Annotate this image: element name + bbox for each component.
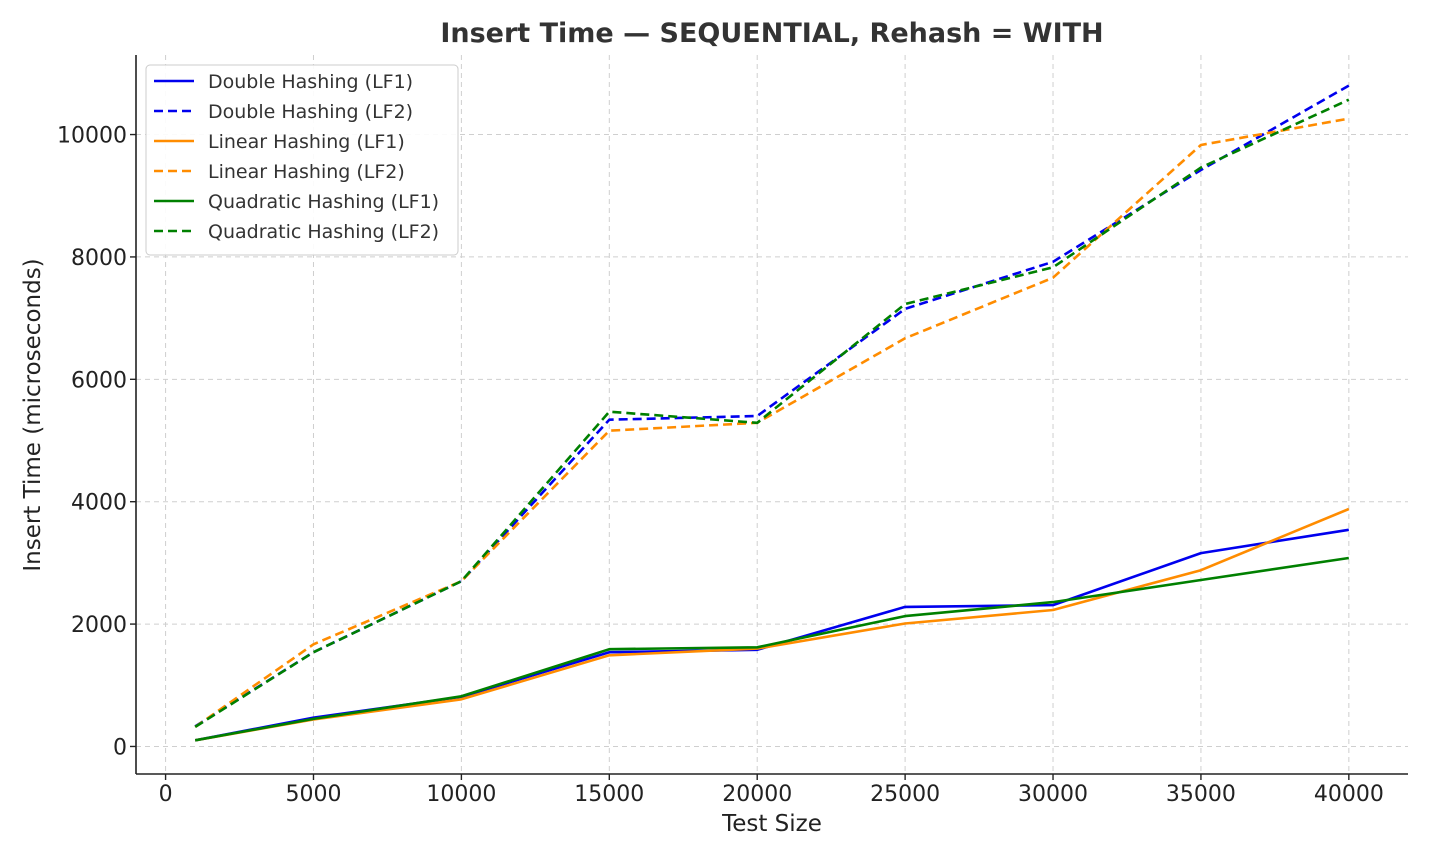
x-tick-label: 0	[159, 782, 173, 807]
x-tick-label: 15000	[574, 782, 644, 807]
y-tick-label: 6000	[71, 368, 127, 393]
x-tick-label: 10000	[426, 782, 496, 807]
legend-label: Linear Hashing (LF2)	[208, 161, 405, 183]
y-axis-label: Insert Time (microseconds)	[20, 258, 46, 571]
legend-label: Quadratic Hashing (LF1)	[208, 191, 439, 213]
y-tick-label: 0	[113, 735, 127, 760]
x-tick-label: 5000	[285, 782, 341, 807]
y-tick-label: 8000	[71, 246, 127, 271]
y-tick-label: 10000	[57, 124, 127, 149]
x-tick-label: 20000	[722, 782, 792, 807]
x-tick-label: 30000	[1018, 782, 1088, 807]
y-tick-label: 2000	[71, 613, 127, 638]
series-line-quadratic-hashing-lf2	[194, 98, 1350, 728]
legend: Double Hashing (LF1) Double Hashing (LF2)…	[145, 64, 459, 256]
x-tick-label: 35000	[1166, 782, 1236, 807]
x-axis-label: Test Size	[721, 811, 822, 837]
chart-title: Insert Time — SEQUENTIAL, Rehash = WITH	[440, 18, 1103, 49]
tick-labels: 0 5000 10000 15000 20000 25000 30000 35000 40000…	[57, 124, 1384, 807]
legend-label: Double Hashing (LF1)	[208, 71, 413, 93]
series-lines	[194, 84, 1350, 742]
y-tick-label: 4000	[71, 491, 127, 516]
x-tick-label: 40000	[1314, 782, 1384, 807]
legend-label: Quadratic Hashing (LF2)	[208, 221, 439, 243]
x-tick-label: 25000	[870, 782, 940, 807]
legend-label: Linear Hashing (LF1)	[208, 131, 405, 153]
legend-box	[145, 64, 459, 256]
series-line-quadratic-hashing-lf1	[194, 556, 1349, 742]
axes	[130, 55, 1408, 780]
legend-label: Double Hashing (LF2)	[208, 101, 413, 123]
